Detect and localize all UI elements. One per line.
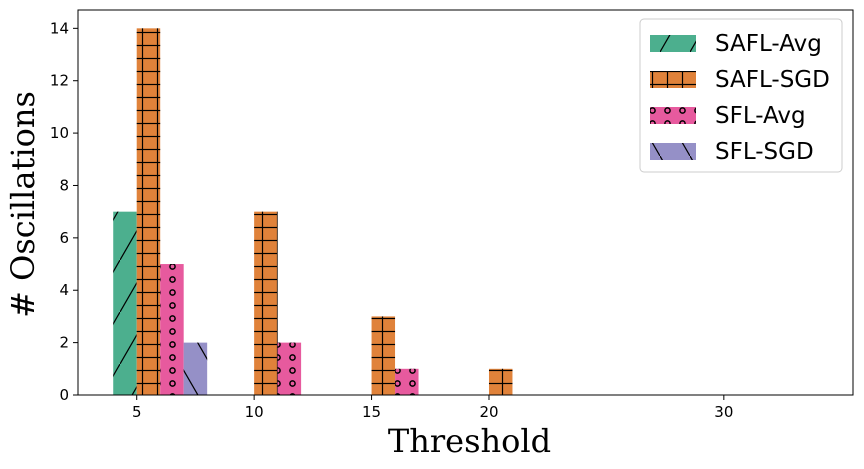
bar-hatch-safl-avg-0: [113, 211, 137, 395]
legend-swatch-hatch-safl-sgd: [650, 71, 696, 88]
legend-swatch-hatch-sfl-sgd: [650, 143, 696, 160]
y-tick-label: 12: [50, 72, 69, 90]
bar-hatch-safl-sgd-1: [254, 211, 278, 395]
bar-hatch-safl-sgd-2: [371, 316, 396, 395]
legend-label-sfl-avg: SFL-Avg: [715, 103, 806, 129]
bar-hatch-safl-sgd-3: [488, 368, 513, 395]
axes-layer: 5 10 15 20 30 0 2 4 6 8 10 12 14 Threshold # Oscillati…: [4, 9, 854, 460]
bar-hatch-sfl-avg-0: [160, 264, 184, 395]
bar-hatch-sfl-avg-2: [395, 368, 419, 395]
y-tick-label: 10: [50, 124, 69, 142]
y-tick-label: 0: [59, 386, 69, 404]
bars-layer: [113, 28, 513, 395]
legend: SAFL-Avg SAFL-SGD SFL-Avg SFL-SGD: [639, 18, 843, 173]
x-tick-label: 15: [362, 403, 381, 421]
plot-frame: [77, 9, 854, 396]
y-tick-label: 14: [50, 19, 69, 37]
legend-box: [639, 18, 843, 173]
legend-label-sfl-sgd: SFL-SGD: [715, 139, 814, 165]
legend-swatch-hatch-sfl-avg: [650, 107, 696, 124]
legend-label-safl-sgd: SAFL-SGD: [715, 67, 830, 93]
x-tick-label: 10: [245, 403, 264, 421]
x-tick-label: 20: [479, 403, 498, 421]
y-tick-label: 4: [59, 281, 69, 299]
legend-swatch-hatch-safl-avg: [650, 35, 696, 52]
bar-hatch-sfl-avg-1: [277, 342, 302, 395]
x-tick-label: 5: [132, 403, 142, 421]
y-tick-label: 2: [59, 334, 69, 352]
bar-hatch-safl-sgd-0: [136, 28, 161, 395]
y-tick-label: 6: [59, 229, 69, 247]
x-tick-label: 30: [714, 403, 733, 421]
y-axis-label: # Oscillations: [4, 91, 42, 318]
legend-label-safl-avg: SAFL-Avg: [715, 31, 822, 57]
x-axis-label: Threshold: [388, 422, 551, 460]
y-tick-label: 8: [59, 176, 69, 194]
bar-hatch-sfl-sgd-0: [183, 342, 208, 395]
